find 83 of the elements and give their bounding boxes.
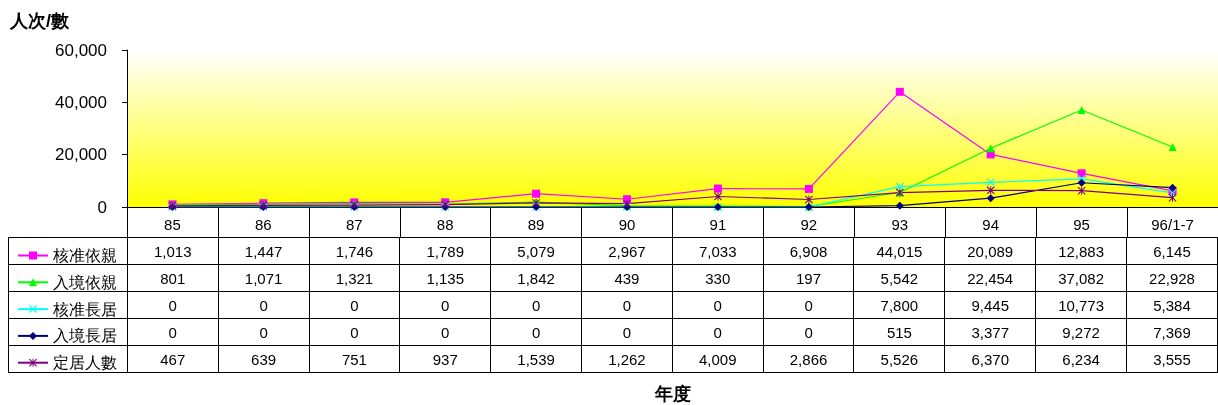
legend-label: 定居人數 [53,353,117,373]
data-label: 0 [763,318,854,346]
data-label: 639 [218,345,309,373]
data-label: 0 [672,291,764,319]
data-label: 3,377 [944,318,1036,346]
data-label: 2,866 [763,345,854,373]
legend-label: 入境依親 [53,272,117,292]
data-label: 0 [218,291,309,319]
data-label: 44,015 [853,237,945,265]
data-label: 467 [127,345,219,373]
data-label: 1,539 [490,345,582,373]
data-label: 0 [127,318,219,346]
data-label: 2,967 [581,237,673,265]
data-label: 0 [218,318,309,346]
data-label: 3,555 [1126,345,1218,373]
x-tick-label: 92 [800,216,818,233]
data-label: 0 [581,318,673,346]
data-label: 9,445 [944,291,1036,319]
data-label: 7,033 [672,237,764,265]
data-label: 0 [581,291,673,319]
x-tick-label: 89 [527,216,545,233]
x-tick-label: 87 [345,216,363,233]
data-label: 751 [309,345,400,373]
data-label: 1,789 [399,237,491,265]
x-tick-label: 88 [436,216,454,233]
data-label: 6,234 [1035,345,1127,373]
data-label: 1,746 [309,237,400,265]
data-label: 5,542 [853,264,945,292]
data-label: 1,842 [490,264,582,292]
data-label: 22,928 [1126,264,1218,292]
data-label: 0 [490,291,582,319]
data-label: 5,384 [1126,291,1218,319]
data-label: 1,013 [127,237,219,265]
data-label: 1,321 [309,264,400,292]
data-label: 0 [399,318,491,346]
data-label: 37,082 [1035,264,1127,292]
data-label: 1,071 [218,264,309,292]
x-tick-label: 95 [1073,216,1090,233]
data-label: 6,145 [1126,237,1218,265]
data-label: 4,009 [672,345,764,373]
data-label: 22,454 [944,264,1036,292]
data-label: 197 [763,264,854,292]
x-tick-label: 96/1-7 [1151,216,1194,233]
data-label: 1,447 [218,237,309,265]
x-tick-label: 91 [709,216,727,233]
text: 年度 [653,383,692,405]
data-label: 330 [672,264,764,292]
data-label: 801 [127,264,219,292]
data-label: 6,908 [763,237,854,265]
y-tick-label: 40,000 [55,92,107,112]
data-label: 0 [309,318,400,346]
data-label: 937 [399,345,491,373]
y-tick-label: 60,000 [55,40,107,60]
data-label: 12,883 [1035,237,1127,265]
x-tick-label: 86 [255,216,272,233]
data-label: 1,262 [581,345,673,373]
x-tick-label: 85 [164,216,181,233]
data-label: 20,089 [944,237,1036,265]
data-label: 7,800 [853,291,945,319]
x-tick-label: 90 [618,216,636,233]
data-label: 515 [853,318,945,346]
data-label: 9,272 [1035,318,1127,346]
y-tick-label: 20,000 [55,145,107,165]
data-label: 0 [490,318,582,346]
data-label: 0 [672,318,764,346]
data-label: 5,526 [853,345,945,373]
data-label: 0 [309,291,400,319]
data-label: 0 [763,291,854,319]
x-tick-label: 94 [982,216,1000,233]
legend-label: 入境長居 [53,326,117,346]
legend-label: 核准長居 [52,299,117,319]
y-tick-label: 0 [97,197,107,217]
data-label: 10,773 [1035,291,1127,319]
data-label: 5,079 [490,237,582,265]
data-label: 7,369 [1126,318,1218,346]
data-label: 439 [581,264,673,292]
data-label: 1,135 [399,264,491,292]
y-axis-title: 人次/數 [9,11,70,31]
legend-label: 核准依親 [52,246,117,265]
data-label: 0 [399,291,491,319]
x-tick-label: 93 [891,216,909,233]
data-label: 6,370 [944,345,1036,373]
data-label: 0 [127,291,219,319]
